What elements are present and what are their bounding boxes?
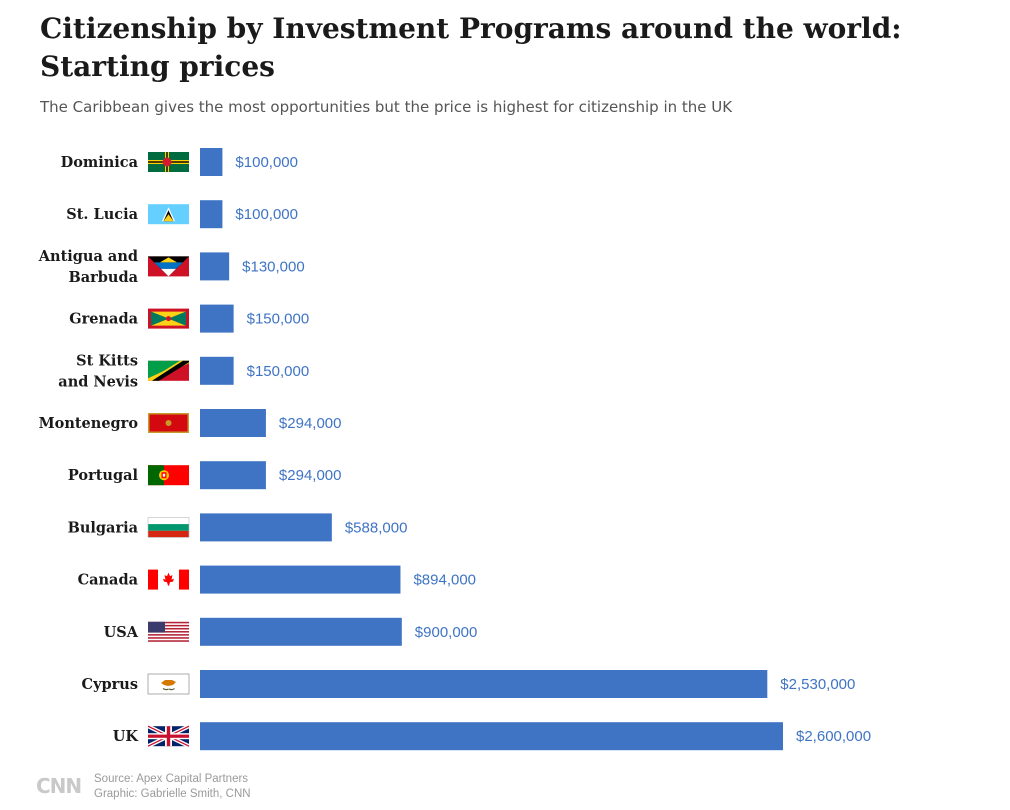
bar [200, 148, 223, 176]
dominica-flag-icon [148, 152, 189, 172]
bar-row: USA $900,000 [104, 617, 478, 646]
value-label: $894,000 [413, 572, 476, 589]
value-label: $100,000 [235, 206, 298, 223]
bulgaria-flag-icon [147, 517, 190, 538]
bar [200, 304, 234, 333]
graphic-credit-text: Graphic: Gabrielle Smith, CNN [94, 788, 251, 800]
cnn-logo-icon: CNN [36, 774, 82, 798]
value-label: $294,000 [279, 467, 342, 484]
st-kitts-and-nevis-flag-icon [148, 360, 189, 381]
bar-row: Bulgaria $588,000 [68, 513, 408, 542]
bar-row: Grenada $150,000 [69, 304, 310, 333]
bar-row: UK $2,600,000 [113, 722, 871, 751]
bar-row: Dominica $100,000 [61, 148, 298, 176]
category-label: Antigua and Barbuda [38, 248, 139, 286]
bar [200, 617, 402, 646]
bar [200, 670, 768, 698]
value-label: $150,000 [247, 311, 310, 328]
bar-row: Cyprus $2,530,000 [82, 670, 855, 698]
grenada-flag-icon [148, 308, 189, 329]
category-label: St. Lucia [66, 206, 138, 223]
category-label: St Kitts and Nevis [58, 352, 138, 390]
source-text: Source: Apex Capital Partners [94, 773, 249, 785]
category-label: Cyprus [82, 676, 138, 693]
value-label: $900,000 [415, 624, 478, 641]
bar-row: St. Lucia $100,000 [66, 200, 298, 229]
antigua-and-barbuda-flag-icon [148, 256, 189, 277]
bar-row: St Kitts and Nevis $150,000 [58, 352, 309, 390]
montenegro-flag-icon [148, 413, 189, 433]
value-label: $150,000 [247, 363, 310, 380]
chart-title: Citizenship by Investment Programs aroun… [40, 12, 902, 83]
bar [200, 461, 266, 490]
category-label: UK [113, 728, 140, 745]
canada-flag-icon [148, 569, 189, 590]
category-label: Montenegro [39, 415, 139, 432]
portugal-flag-icon [148, 465, 189, 486]
bar [200, 200, 223, 229]
bar-row: Portugal $294,000 [68, 461, 342, 490]
bar [200, 356, 234, 385]
category-label: USA [104, 624, 139, 641]
category-label: Portugal [68, 467, 139, 484]
bar [200, 565, 401, 594]
bar-chart: Dominica $100,000 St. Lucia $100,000 Antigua… [38, 148, 871, 751]
value-label: $294,000 [279, 415, 342, 432]
value-label: $2,600,000 [796, 728, 871, 745]
category-label: Grenada [69, 311, 138, 328]
chart-subtitle: The Caribbean gives the most opportuniti… [40, 98, 733, 116]
st-lucia-flag-icon [148, 204, 189, 225]
usa-flag-icon [148, 621, 189, 642]
cyprus-flag-icon [147, 673, 190, 695]
bar-row: Antigua and Barbuda $130,000 [38, 248, 305, 286]
bar [200, 409, 266, 437]
value-label: $100,000 [235, 154, 298, 171]
value-label: $130,000 [242, 258, 305, 275]
uk-flag-icon [147, 724, 190, 748]
bar-row: Canada $894,000 [78, 565, 476, 594]
value-label: $588,000 [345, 519, 408, 536]
bar [200, 513, 332, 542]
category-label: Canada [78, 572, 139, 589]
bar-row: Montenegro $294,000 [39, 409, 342, 437]
value-label: $2,530,000 [780, 676, 855, 693]
category-label: Bulgaria [68, 519, 139, 536]
credits: Source: Apex Capital Partners Graphic: G… [94, 772, 251, 802]
bar [200, 722, 783, 751]
bar [200, 252, 230, 281]
category-label: Dominica [61, 154, 139, 171]
